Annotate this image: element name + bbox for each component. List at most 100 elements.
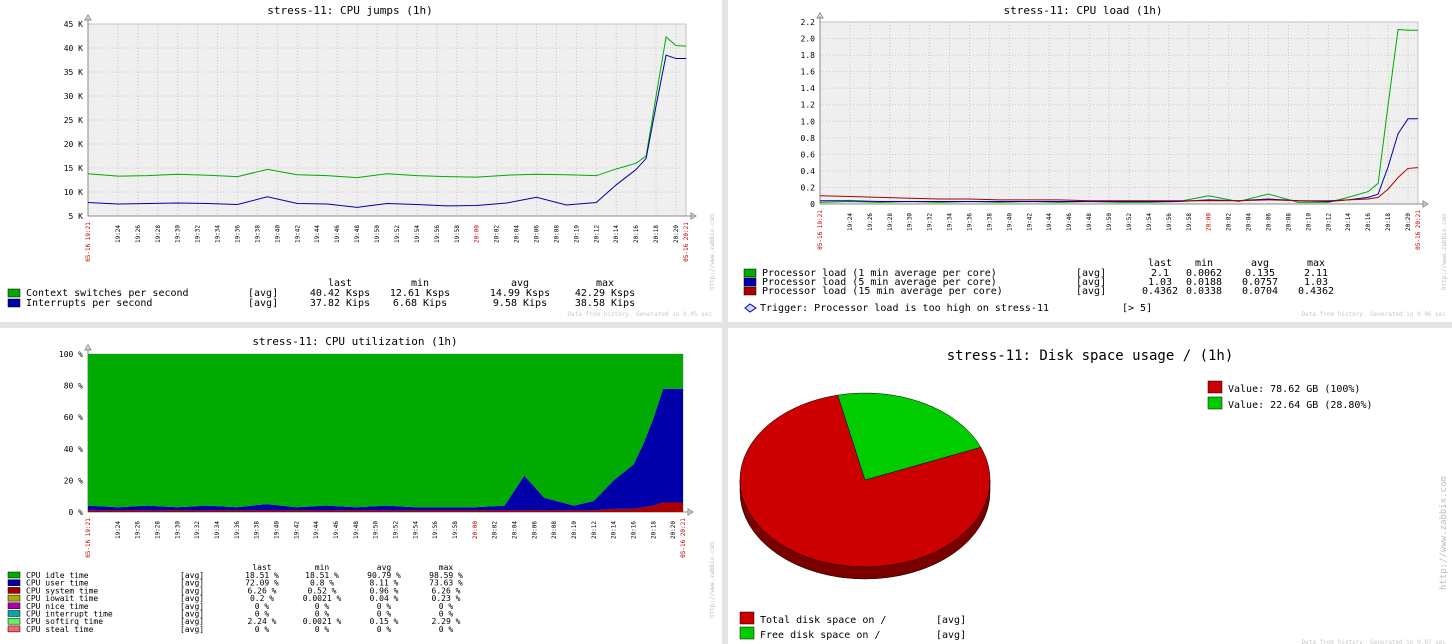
legend-value: 0.0704 bbox=[1242, 286, 1278, 297]
legend-value: 0.0188 bbox=[1186, 277, 1222, 288]
legend-value: 0.0021 % bbox=[303, 617, 342, 626]
x-tick-label: 20:00 bbox=[1206, 213, 1213, 231]
x-tick-label: 20:14 bbox=[611, 521, 618, 539]
legend-value-label: Value: 22.64 GB (28.80%) bbox=[1228, 400, 1373, 411]
x-tick-label: 20:14 bbox=[1345, 213, 1352, 231]
legend-func: [avg] bbox=[180, 586, 204, 595]
y-tick-label: 40 % bbox=[64, 445, 83, 454]
x-tick-label: 19:54 bbox=[412, 521, 419, 539]
chart-title: stress-11: Disk space usage / (1h) bbox=[947, 348, 1234, 364]
x-tick-label: 20:14 bbox=[613, 225, 620, 243]
x-tick-label: 20:06 bbox=[531, 521, 538, 539]
cpu-jumps-graph-panel[interactable]: stress-11: CPU jumps (1h) 19:24 19:26 19:2… bbox=[0, 0, 720, 320]
legend-value: 0.52 % bbox=[308, 586, 337, 595]
disk-space-graph-panel[interactable]: stress-11: Disk space usage / (1h) Value… bbox=[730, 330, 1452, 644]
y-tick-label: 0.6 bbox=[801, 150, 816, 159]
chart-title: stress-11: CPU utilization (1h) bbox=[252, 335, 457, 348]
chart-title: stress-11: CPU jumps (1h) bbox=[267, 4, 433, 17]
legend-swatch bbox=[7, 625, 21, 633]
side-url: http://www.zabbix.com bbox=[709, 214, 716, 290]
legend-name: Free disk space on / bbox=[760, 630, 880, 641]
y-axis-arrow-icon bbox=[84, 344, 92, 351]
x-tick-label: 20:16 bbox=[630, 521, 637, 539]
x-tick-label: 20:20 bbox=[673, 225, 680, 243]
x-tick-label: 19:30 bbox=[174, 521, 181, 539]
x-tick-label: 19:26 bbox=[135, 225, 142, 243]
x-tick-label: 20:00 bbox=[472, 521, 479, 539]
legend-value: 0 % bbox=[439, 625, 454, 634]
x-tick-label: 19:52 bbox=[394, 225, 401, 243]
cpu-load-chart: stress-11: CPU load (1h) 19:24 19:26 19:28… bbox=[743, 4, 1448, 318]
legend-value: 0.4362 bbox=[1142, 286, 1178, 297]
series-line-1 bbox=[820, 118, 1418, 203]
x-tick-label: 19:44 bbox=[313, 521, 320, 539]
legend-value: 0.0757 bbox=[1242, 277, 1278, 288]
x-tick-label: 20:18 bbox=[1385, 213, 1392, 231]
x-tick-label: 20:12 bbox=[591, 521, 598, 539]
x-tick-label: 19:42 bbox=[293, 521, 300, 539]
x-tick-label: 19:38 bbox=[254, 521, 261, 539]
x-tick-label: 19:28 bbox=[887, 213, 894, 231]
legend-value: 90.79 % bbox=[367, 571, 401, 580]
x-tick-label: 20:02 bbox=[1226, 213, 1233, 231]
legend-name: Processor load (1 min average per core) bbox=[762, 268, 997, 279]
legend-value: 0.8 % bbox=[310, 579, 334, 588]
legend-value: 0 % bbox=[377, 625, 392, 634]
x-tick-label: 19:46 bbox=[333, 521, 340, 539]
x-tick-label: 19:38 bbox=[254, 225, 261, 243]
legend-value: 72.09 % bbox=[245, 579, 279, 588]
x-axis-arrow-icon bbox=[687, 508, 694, 516]
panel-separator-horizontal bbox=[0, 322, 1452, 328]
y-tick-label: 45 K bbox=[64, 20, 83, 29]
legend-swatch bbox=[1207, 380, 1223, 394]
y-tick-label: 1.0 bbox=[801, 117, 816, 126]
legend-name: Total disk space on / bbox=[760, 615, 886, 626]
side-url: http://www.zabbix.com bbox=[709, 542, 716, 618]
legend-value: 73.63 % bbox=[429, 579, 463, 588]
legend-swatch bbox=[1207, 396, 1223, 410]
x-tick-label: 20:16 bbox=[1365, 213, 1372, 231]
trigger-label: Trigger: Processor load is too high on s… bbox=[760, 303, 1049, 314]
legend-name: CPU nice time bbox=[26, 602, 89, 611]
x-tick-label: 20:10 bbox=[573, 225, 580, 243]
pie-slice-free bbox=[837, 392, 982, 481]
x-tick-label: 19:46 bbox=[1066, 213, 1073, 231]
x-tick-label: 19:36 bbox=[967, 213, 974, 231]
y-tick-label: 1.8 bbox=[801, 51, 816, 60]
x-tick-label: 20:06 bbox=[534, 225, 541, 243]
x-tick-label: 19:24 bbox=[115, 225, 122, 243]
x-tick-label: 20:16 bbox=[633, 225, 640, 243]
x-tick-label: 19:30 bbox=[175, 225, 182, 243]
x-tick-label: 19:32 bbox=[194, 521, 201, 539]
y-tick-label: 2.2 bbox=[801, 18, 816, 27]
legend-swatch bbox=[7, 602, 21, 610]
x-tick-label: 20:06 bbox=[1266, 213, 1273, 231]
legend-name: CPU user time bbox=[26, 579, 89, 588]
x-tick-label: 20:18 bbox=[650, 521, 657, 539]
legend-value: 14.99 Ksps bbox=[490, 288, 550, 299]
y-tick-label: 5 K bbox=[69, 212, 84, 221]
x-tick-label: 19:36 bbox=[234, 521, 241, 539]
y-tick-label: 10 K bbox=[64, 188, 83, 197]
y-tick-label: 30 K bbox=[64, 92, 83, 101]
x-tick-label: 19:42 bbox=[1026, 213, 1033, 231]
legend-value: 0.23 % bbox=[432, 594, 461, 603]
cpu-utilization-graph-panel[interactable]: stress-11: CPU utilization (1h) 19:24 19:… bbox=[0, 330, 720, 644]
x-tick-label: 19:30 bbox=[907, 213, 914, 231]
x-tick-label: 20:18 bbox=[653, 225, 660, 243]
legend-func: [avg] bbox=[1076, 277, 1106, 288]
x-tick-label: 19:26 bbox=[867, 213, 874, 231]
legend-name: Processor load (5 min average per core) bbox=[762, 277, 997, 288]
legend-header: last bbox=[1148, 258, 1172, 269]
cpu-load-graph-panel[interactable]: stress-11: CPU load (1h) 19:24 19:26 19:28… bbox=[730, 0, 1452, 320]
x-tick-label: 19:48 bbox=[353, 521, 360, 539]
legend-swatch bbox=[743, 286, 757, 296]
legend-header: min bbox=[411, 278, 429, 289]
legend-value: 2.11 bbox=[1304, 268, 1328, 279]
legend-name: Interrupts per second bbox=[26, 298, 152, 309]
x-tick-label: 19:26 bbox=[135, 521, 142, 539]
legend-swatch bbox=[7, 288, 21, 298]
stacked-area-2 bbox=[88, 354, 683, 508]
y-tick-label: 40 K bbox=[64, 44, 83, 53]
side-url: http://www.zabbix.com bbox=[1439, 476, 1449, 590]
